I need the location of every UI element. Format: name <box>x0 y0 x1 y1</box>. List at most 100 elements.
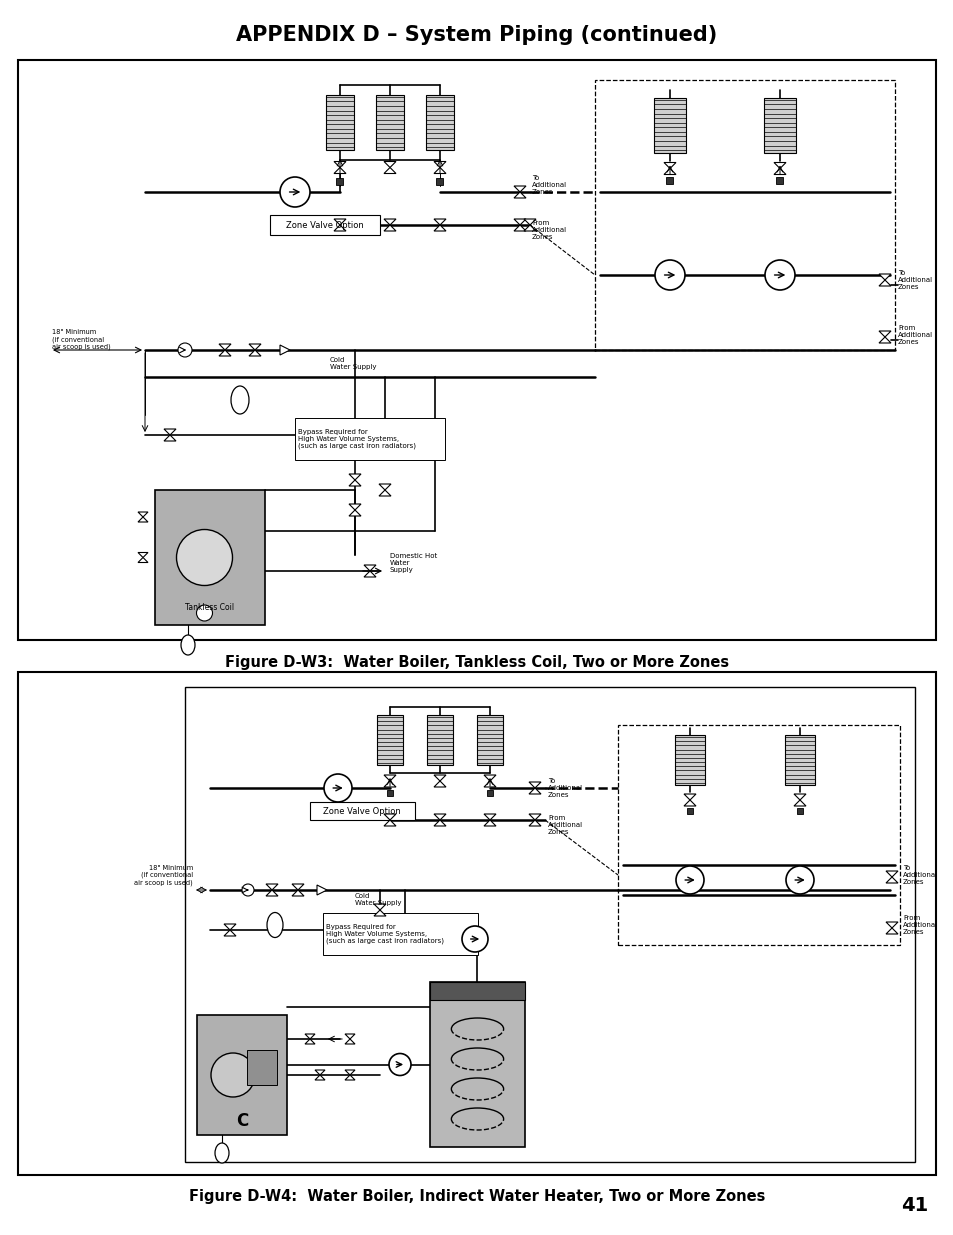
Polygon shape <box>793 800 805 806</box>
Bar <box>426 95 454 149</box>
Polygon shape <box>364 564 375 571</box>
Bar <box>294 417 444 459</box>
Text: 18" Minimum
(if conventional
air scoop is used): 18" Minimum (if conventional air scoop i… <box>52 330 111 351</box>
Polygon shape <box>334 162 346 168</box>
Polygon shape <box>529 820 540 826</box>
Text: Bypass Required for
High Water Volume Systems,
(such as large cast iron radiator: Bypass Required for High Water Volume Sy… <box>326 924 443 945</box>
Polygon shape <box>219 350 231 356</box>
Polygon shape <box>514 191 525 198</box>
Ellipse shape <box>267 913 283 937</box>
Polygon shape <box>138 552 148 557</box>
Polygon shape <box>314 1070 325 1074</box>
Polygon shape <box>663 168 676 174</box>
Bar <box>675 735 704 785</box>
Bar <box>763 98 795 152</box>
Bar <box>430 982 524 1147</box>
Polygon shape <box>345 1070 355 1074</box>
Polygon shape <box>334 168 346 173</box>
Polygon shape <box>374 910 386 916</box>
Polygon shape <box>384 168 395 173</box>
Polygon shape <box>345 1039 355 1044</box>
Polygon shape <box>164 435 175 441</box>
Polygon shape <box>523 219 536 225</box>
Circle shape <box>676 866 703 894</box>
Circle shape <box>280 177 310 207</box>
Text: Tankless Coil: Tankless Coil <box>185 603 234 611</box>
Polygon shape <box>384 776 395 781</box>
Text: To
Additional
Zones: To Additional Zones <box>902 864 937 885</box>
Polygon shape <box>249 345 261 350</box>
Bar <box>618 725 899 945</box>
Polygon shape <box>793 794 805 800</box>
Polygon shape <box>345 1074 355 1079</box>
Bar <box>18 672 935 1174</box>
Polygon shape <box>305 1034 314 1039</box>
Polygon shape <box>164 429 175 435</box>
Polygon shape <box>434 776 446 781</box>
Polygon shape <box>514 225 525 231</box>
Polygon shape <box>374 904 386 910</box>
Polygon shape <box>878 337 890 343</box>
Polygon shape <box>885 927 897 934</box>
Polygon shape <box>266 890 277 897</box>
Polygon shape <box>384 225 395 231</box>
Bar <box>430 982 524 1000</box>
Text: APPENDIX D – System Piping (continued): APPENDIX D – System Piping (continued) <box>236 25 717 44</box>
Polygon shape <box>384 781 395 787</box>
Bar <box>154 490 265 625</box>
Polygon shape <box>483 776 496 781</box>
Bar <box>18 61 935 640</box>
Polygon shape <box>514 219 525 225</box>
Text: From
Additional
Zones: From Additional Zones <box>547 815 582 835</box>
Bar <box>784 735 814 785</box>
Polygon shape <box>378 490 391 496</box>
Polygon shape <box>434 225 446 231</box>
Bar <box>376 715 402 764</box>
Text: To
Additional
Zones: To Additional Zones <box>897 270 932 290</box>
Polygon shape <box>292 884 304 890</box>
Bar <box>375 95 403 149</box>
Circle shape <box>461 926 488 952</box>
Circle shape <box>242 884 253 897</box>
Text: Zone Valve Option: Zone Valve Option <box>323 806 400 815</box>
Bar <box>323 913 477 955</box>
Bar <box>310 802 415 820</box>
Circle shape <box>389 1053 411 1076</box>
Polygon shape <box>434 162 446 168</box>
Polygon shape <box>364 571 375 577</box>
Polygon shape <box>266 884 277 890</box>
Text: Cold
Water Supply: Cold Water Supply <box>355 893 401 906</box>
Text: 41: 41 <box>900 1195 927 1215</box>
Bar <box>666 177 673 184</box>
Polygon shape <box>378 484 391 490</box>
Polygon shape <box>384 820 395 826</box>
Polygon shape <box>349 504 360 510</box>
Text: Zone Valve Option: Zone Valve Option <box>286 221 363 230</box>
Polygon shape <box>384 219 395 225</box>
Polygon shape <box>773 168 785 174</box>
Text: Bypass Required for
High Water Volume Systems,
(such as large cast iron radiator: Bypass Required for High Water Volume Sy… <box>297 429 416 450</box>
Text: To
Additional
Zones: To Additional Zones <box>532 175 566 195</box>
Polygon shape <box>483 814 496 820</box>
Polygon shape <box>384 162 395 168</box>
Polygon shape <box>349 510 360 516</box>
Ellipse shape <box>231 387 249 414</box>
Polygon shape <box>219 345 231 350</box>
Polygon shape <box>384 814 395 820</box>
Bar <box>326 95 354 149</box>
Polygon shape <box>483 820 496 826</box>
Circle shape <box>655 261 684 290</box>
Bar <box>686 808 692 814</box>
Polygon shape <box>345 1034 355 1039</box>
Circle shape <box>785 866 813 894</box>
Polygon shape <box>434 814 446 820</box>
Polygon shape <box>224 924 235 930</box>
Polygon shape <box>434 168 446 173</box>
Polygon shape <box>434 820 446 826</box>
Text: C: C <box>235 1112 248 1130</box>
Polygon shape <box>773 163 785 168</box>
Text: Figure D-W3:  Water Boiler, Tankless Coil, Two or More Zones: Figure D-W3: Water Boiler, Tankless Coil… <box>225 655 728 671</box>
Polygon shape <box>314 1074 325 1079</box>
Text: From
Additional
Zones: From Additional Zones <box>532 220 566 240</box>
Bar <box>796 808 802 814</box>
